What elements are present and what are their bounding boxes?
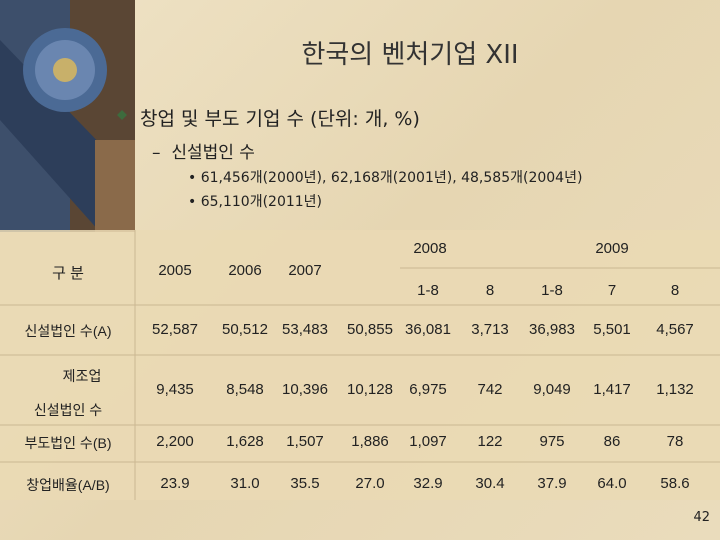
year-header: 2006	[228, 262, 262, 279]
cell: 1,097	[409, 433, 447, 450]
period-header: 8	[485, 282, 495, 299]
year-header: 2005	[158, 262, 192, 279]
cell: 50,512	[222, 321, 268, 338]
cell: 32.9	[413, 475, 443, 492]
cell: 742	[477, 381, 503, 398]
cell: 23.9	[160, 475, 190, 492]
cell: 9,435	[156, 381, 194, 398]
row-label: 부도법인 수(B)	[24, 435, 112, 451]
period-header: 1-8	[541, 282, 563, 299]
detail: • 61,456개(2000년), 62,168개(2001년), 48,585…	[188, 170, 583, 186]
period-header: 7	[607, 282, 617, 299]
cell: 975	[539, 433, 565, 450]
row-label: 제조업	[62, 368, 102, 384]
cell: 122	[477, 433, 503, 450]
cell: 10,396	[282, 381, 328, 398]
cell: 6,975	[409, 381, 447, 398]
cell: 37.9	[537, 475, 567, 492]
cell: 27.0	[355, 475, 385, 492]
cell: 2,200	[156, 433, 194, 450]
cell: 35.5	[290, 475, 320, 492]
row-label: 신설법인 수	[33, 402, 103, 418]
cell: 9,049	[533, 381, 571, 398]
detail: • 65,110개(2011년)	[188, 194, 323, 210]
cell: 50,855	[347, 321, 393, 338]
cell: 3,713	[471, 321, 509, 338]
row-label: 창업배율(A/B)	[26, 477, 110, 493]
bullet: 창업 및 부도 기업 수 (단위: 개, %)	[140, 108, 420, 130]
sub-item: – 신설법인 수	[152, 143, 255, 163]
corner-header: 구 분	[52, 265, 84, 282]
period-header: 8	[670, 282, 680, 299]
year-header: 2007	[288, 262, 322, 279]
row-label: 신설법인 수(A)	[24, 323, 112, 339]
cell: 5,501	[593, 321, 631, 338]
group-header: 2009	[595, 240, 629, 257]
cell: 86	[603, 433, 621, 450]
sub-text: 신설법인 수	[171, 143, 255, 163]
cell: 53,483	[282, 321, 328, 338]
cell: 1,886	[351, 433, 389, 450]
cell: 8,548	[226, 381, 264, 398]
cell: 36,983	[529, 321, 575, 338]
cell: 1,507	[286, 433, 324, 450]
period-header: 1-8	[417, 282, 439, 299]
page-number: 42	[693, 510, 710, 525]
group-header: 2008	[413, 240, 447, 257]
cell: 58.6	[660, 475, 690, 492]
cell: 30.4	[475, 475, 505, 492]
cell: 10,128	[347, 381, 393, 398]
cell: 4,567	[656, 321, 694, 338]
cell: 36,081	[405, 321, 451, 338]
cell: 1,132	[656, 381, 694, 398]
detail-text: 65,110개(2011년)	[200, 194, 323, 210]
cell: 64.0	[597, 475, 627, 492]
cell: 52,587	[152, 321, 198, 338]
cell: 1,628	[226, 433, 264, 450]
cell: 78	[666, 433, 684, 450]
cell: 31.0	[230, 475, 260, 492]
title: 한국의 벤처기업 XII	[301, 40, 519, 70]
cell: 1,417	[593, 381, 631, 398]
detail-text: 61,456개(2000년), 62,168개(2001년), 48,585개(…	[200, 170, 583, 186]
